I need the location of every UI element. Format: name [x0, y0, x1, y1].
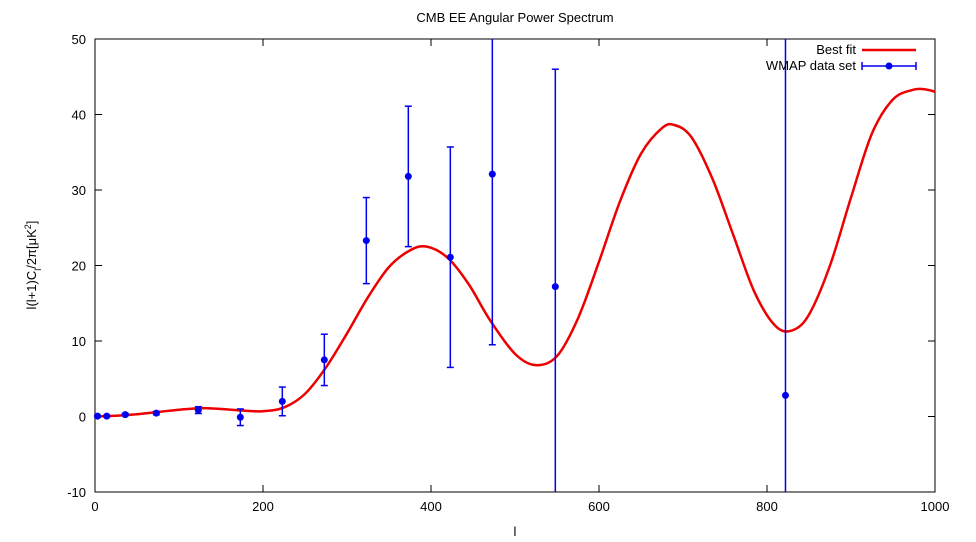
x-tick-label: 0	[91, 499, 98, 514]
legend-label-best-fit: Best fit	[816, 42, 856, 57]
x-axis: 0 200 400 600 800 1000	[91, 39, 949, 514]
y-tick-label: 0	[79, 410, 86, 425]
data-point	[551, 283, 559, 291]
legend-label-wmap: WMAP data set	[766, 58, 856, 73]
y-axis: -10 0 10 20 30 40 50	[67, 32, 935, 500]
data-point	[194, 406, 202, 414]
y-axis-label: l(l+1)Cl/2π[μK2]	[23, 221, 43, 310]
x-tick-label: 400	[420, 499, 442, 514]
chart-title: CMB EE Angular Power Spectrum	[416, 10, 613, 25]
y-tick-label: 10	[72, 334, 86, 349]
plot-frame	[94, 38, 936, 493]
data-point	[236, 413, 244, 421]
x-tick-label: 200	[252, 499, 274, 514]
y-tick-label: -10	[67, 485, 86, 500]
data-point	[446, 253, 454, 261]
data-point	[320, 356, 328, 364]
data-point	[362, 237, 370, 245]
y-tick-label: 50	[72, 32, 86, 47]
data-point	[94, 412, 102, 420]
data-point	[488, 170, 496, 178]
legend: Best fit WMAP data set	[766, 42, 917, 73]
x-tick-label: 800	[756, 499, 778, 514]
data-point	[404, 172, 412, 180]
x-tick-label: 1000	[921, 499, 950, 514]
data-point	[103, 412, 111, 420]
data-point	[121, 411, 129, 419]
data-point	[278, 397, 286, 405]
data-point	[781, 391, 789, 399]
x-axis-label: l	[514, 524, 517, 539]
best-fit-line	[94, 87, 936, 418]
x-tick-label: 600	[588, 499, 610, 514]
legend-swatch-wmap-marker	[885, 62, 893, 70]
plot-area	[94, 39, 936, 492]
data-point	[152, 409, 160, 417]
y-tick-label: 20	[72, 259, 86, 274]
y-tick-label: 30	[72, 183, 86, 198]
y-tick-label: 40	[72, 108, 86, 123]
